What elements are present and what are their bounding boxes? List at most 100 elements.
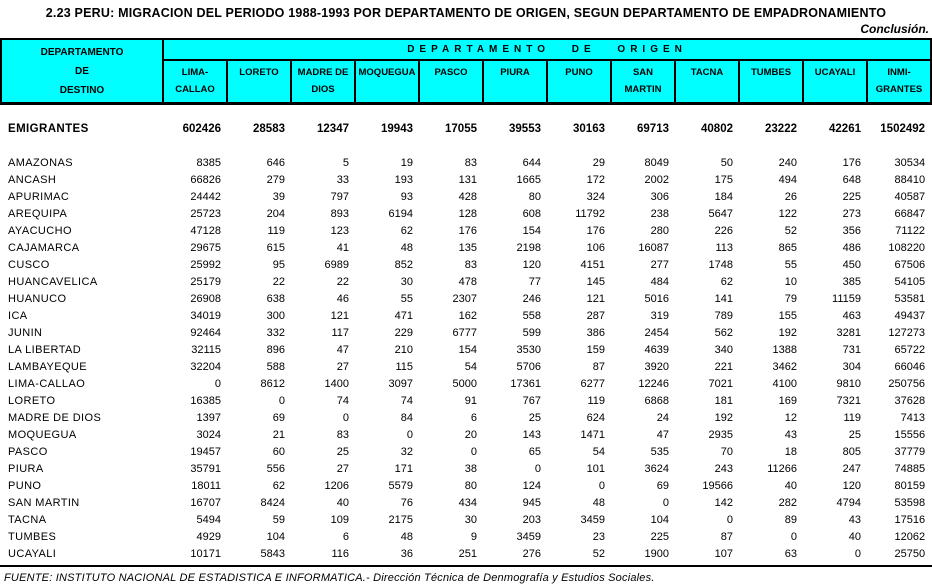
table-row: EMIGRANTES 602426 28583 12347 19943 17055 3955… xyxy=(1,104,931,140)
column-header: UCAYALI xyxy=(802,59,868,105)
cell-value: 556 xyxy=(266,462,285,475)
cell-value: 484 xyxy=(650,275,669,288)
cell-value: 37628 xyxy=(894,394,926,407)
cell-value: 23222 xyxy=(765,123,797,135)
cell-value: 5843 xyxy=(260,547,285,560)
cell-value: 11159 xyxy=(832,292,861,305)
cell-value: 17055 xyxy=(445,123,477,135)
cell-value: 80159 xyxy=(894,479,926,492)
cell-value: 74 xyxy=(400,394,413,407)
cell-value: 276 xyxy=(522,547,541,560)
cell-value: 39 xyxy=(272,190,285,203)
cell-value: 5706 xyxy=(516,360,541,373)
cell-value: 608 xyxy=(522,207,541,220)
cell-value: 1748 xyxy=(708,258,733,271)
cell-value: 8049 xyxy=(644,156,669,169)
cell-value: 1900 xyxy=(644,547,669,560)
cell-value: 17361 xyxy=(510,377,541,390)
cell-value: 300 xyxy=(266,309,285,322)
column-header: PIURA xyxy=(482,59,548,105)
cell-value: 5579 xyxy=(388,479,413,492)
row-label: PUNO xyxy=(8,479,42,492)
cell-value: 104 xyxy=(266,530,285,543)
cell-value: 74 xyxy=(336,394,349,407)
cell-value: 5016 xyxy=(644,292,669,305)
cell-value: 558 xyxy=(522,309,541,322)
cell-value: 8612 xyxy=(260,377,285,390)
table-row: HUANCAVELICA 25179 22 22 30 478 77 145 484 62 10 38… xyxy=(1,273,931,290)
cell-value: 145 xyxy=(586,275,605,288)
corner-header: DEPARTAMENTO DE DESTINO xyxy=(0,38,164,105)
cell-value: 3459 xyxy=(580,513,605,526)
continuation-note: Conclusión. xyxy=(860,22,929,36)
table-row: PASCO 19457 60 25 32 0 65 54 535 70 18 805 37779 xyxy=(1,443,931,460)
footer-divider xyxy=(0,565,932,567)
column-header: PUNO xyxy=(546,59,612,105)
cell-value: 154 xyxy=(522,224,541,237)
cell-value: 2002 xyxy=(644,173,669,186)
row-label: AMAZONAS xyxy=(8,156,73,169)
cell-value: 16385 xyxy=(190,394,221,407)
row-label: HUANCAVELICA xyxy=(8,275,98,288)
cell-value: 169 xyxy=(778,394,797,407)
row-label: MADRE DE DIOS xyxy=(8,411,102,424)
cell-value: 306 xyxy=(650,190,669,203)
cell-value: 162 xyxy=(458,309,477,322)
row-label: MOQUEGUA xyxy=(8,428,77,441)
cell-value: 131 xyxy=(458,173,477,186)
cell-value: 24 xyxy=(656,411,669,424)
cell-value: 119 xyxy=(587,394,605,407)
cell-value: 9810 xyxy=(836,377,861,390)
cell-value: 25 xyxy=(528,411,541,424)
cell-value: 176 xyxy=(842,156,861,169)
row-label: LAMBAYEQUE xyxy=(8,360,87,373)
cell-value: 4794 xyxy=(836,496,861,509)
cell-value: 117 xyxy=(331,326,349,339)
table-row: LORETO 16385 0 74 74 91 767 119 6868 181 169 7321 37… xyxy=(1,392,931,409)
cell-value: 116 xyxy=(331,547,349,560)
cell-value: 154 xyxy=(458,343,477,356)
cell-value: 638 xyxy=(266,292,285,305)
table-row: ANCASH 66826 279 33 193 131 1665 172 2002 175 494 6… xyxy=(1,171,931,188)
cell-value: 142 xyxy=(714,496,733,509)
cell-value: 280 xyxy=(650,224,669,237)
cell-value: 119 xyxy=(843,411,861,424)
cell-value: 30 xyxy=(464,513,477,526)
cell-value: 25179 xyxy=(190,275,221,288)
cell-value: 41 xyxy=(336,241,349,254)
row-label: LORETO xyxy=(8,394,56,407)
cell-value: 29675 xyxy=(190,241,221,254)
cell-value: 6777 xyxy=(452,326,477,339)
cell-value: 52 xyxy=(784,224,797,237)
cell-value: 66826 xyxy=(190,173,221,186)
cell-value: 106 xyxy=(586,241,605,254)
row-label: EMIGRANTES xyxy=(8,123,89,135)
cell-value: 33 xyxy=(336,173,349,186)
cell-value: 120 xyxy=(842,479,861,492)
row-label: SAN MARTIN xyxy=(8,496,80,509)
cell-value: 3920 xyxy=(644,360,669,373)
cell-value: 74885 xyxy=(894,462,926,475)
cell-value: 4929 xyxy=(196,530,221,543)
cell-value: 789 xyxy=(714,309,733,322)
row-label: ICA xyxy=(8,309,28,322)
table-header: DEPARTAMENTO DE DESTINO DEPARTAMENTO DE … xyxy=(0,38,932,105)
cell-value: 319 xyxy=(650,309,669,322)
cell-value: 46 xyxy=(336,292,349,305)
cell-value: 0 xyxy=(726,513,733,526)
cell-value: 2454 xyxy=(644,326,669,339)
cell-value: 0 xyxy=(534,462,541,475)
cell-value: 2307 xyxy=(452,292,477,305)
cell-value: 48 xyxy=(592,496,605,509)
table-row: AREQUIPA 25723 204 893 6194 128 608 11792 238 564… xyxy=(1,205,931,222)
cell-value: 18 xyxy=(784,445,797,458)
cell-value: 602426 xyxy=(182,123,221,135)
cell-value: 12347 xyxy=(317,123,349,135)
table-row: HUANUCO 26908 638 46 55 2307 246 121 5016 141 79 11… xyxy=(1,290,931,307)
cell-value: 238 xyxy=(650,207,669,220)
cell-value: 16087 xyxy=(638,241,669,254)
cell-value: 19943 xyxy=(381,123,413,135)
cell-value: 225 xyxy=(650,530,669,543)
cell-value: 17516 xyxy=(894,513,926,526)
cell-value: 599 xyxy=(522,326,541,339)
